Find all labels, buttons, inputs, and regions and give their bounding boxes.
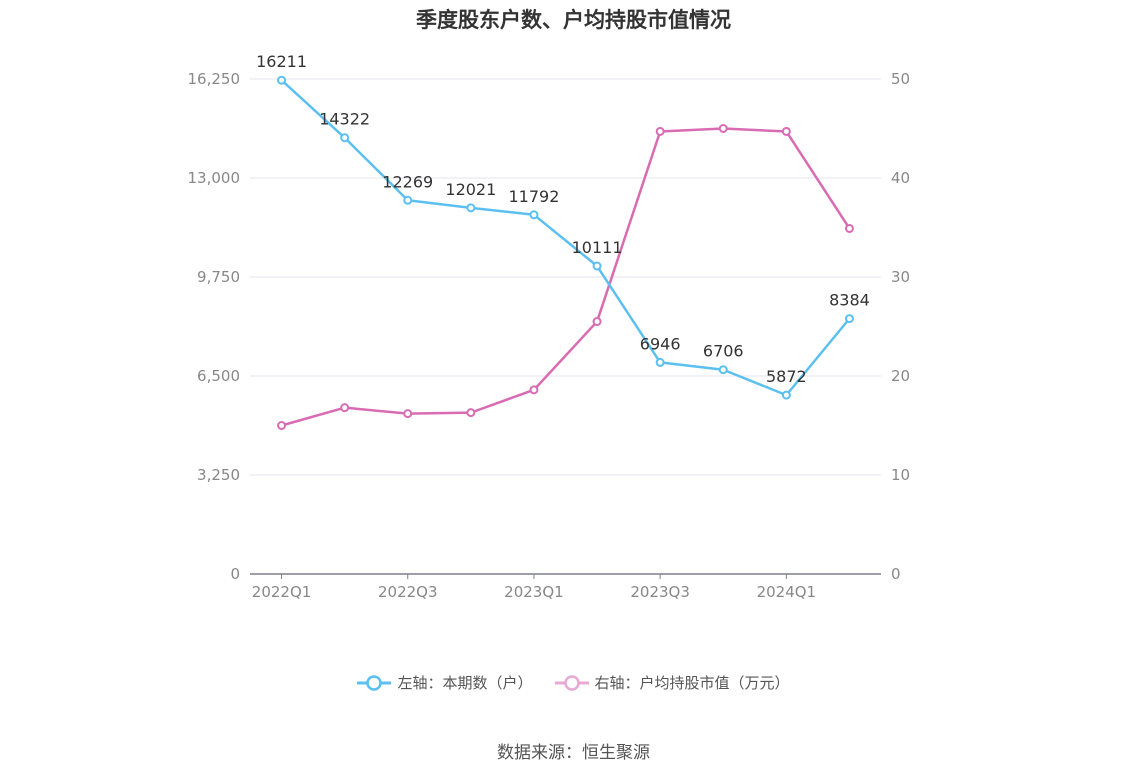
legend-marker-market-value-icon	[554, 674, 589, 691]
data-point-households	[655, 357, 665, 367]
series-line-market-value	[281, 127, 851, 427]
x-tick-label: 2022Q1	[252, 583, 312, 601]
y-left-tick-label: 13,000	[188, 169, 241, 187]
data-label: 6706	[703, 342, 744, 361]
data-label: 12269	[382, 172, 433, 191]
legend: 左轴：本期数（户） 右轴：户均持股市值（万元）	[0, 672, 1147, 693]
chart-title: 季度股东户数、户均持股市值情况	[416, 8, 731, 32]
y-left-tick-label: 0	[230, 565, 240, 583]
data-point-households	[340, 133, 350, 143]
y-left-tick-label: 3,250	[197, 466, 240, 484]
legend-item-market-value[interactable]: 右轴：户均持股市值（万元）	[554, 672, 790, 693]
data-point-market-value	[718, 124, 728, 133]
y-right-tick-label: 0	[891, 565, 901, 583]
series-line-households	[280, 79, 851, 397]
data-point-households	[844, 314, 854, 324]
legend-label-households: 左轴：本期数（户）	[397, 674, 533, 692]
data-point-households	[466, 203, 476, 213]
data-label: 6946	[640, 334, 681, 353]
grid-lines	[250, 78, 881, 476]
x-tick-label: 2023Q3	[630, 583, 690, 601]
x-tick-label: 2022Q3	[378, 583, 438, 601]
data-point-households	[781, 390, 791, 400]
y-right-tick-label: 30	[891, 268, 910, 286]
data-point-households	[403, 195, 413, 205]
data-label: 11792	[508, 187, 559, 206]
y-right-tick-label: 40	[891, 169, 910, 187]
data-point-market-value	[655, 126, 665, 136]
data-point-market-value	[277, 421, 287, 430]
source-note: 数据来源：恒生聚源	[497, 743, 650, 763]
legend-label-market-value: 右轴：户均持股市值（万元）	[594, 674, 790, 692]
axes: 0 0 3,250 10 6,500 20 9,750 30 13,000 40 16,250 50 2…	[188, 70, 911, 601]
data-label: 16211	[256, 52, 307, 71]
x-tick-label: 2023Q1	[504, 583, 564, 601]
data-point-market-value	[403, 409, 413, 419]
y-right-tick-label: 10	[891, 466, 910, 484]
data-point-market-value	[592, 317, 602, 327]
legend-item-households[interactable]: 左轴：本期数（户）	[357, 672, 533, 693]
data-label: 12021	[445, 180, 496, 199]
data-point-market-value	[781, 126, 791, 136]
data-point-households	[277, 75, 287, 85]
data-labels: 16211 14322 12269 12021 11792 10111 6946 6706 58…	[256, 52, 870, 386]
y-right-tick-label: 20	[891, 367, 910, 385]
y-left-tick-label: 16,250	[188, 70, 241, 88]
series-lines	[277, 75, 854, 430]
y-left-tick-label: 9,750	[197, 268, 240, 286]
data-label: 8384	[829, 291, 870, 310]
data-point-households	[592, 261, 602, 271]
data-label: 14322	[319, 110, 370, 129]
data-point-households	[529, 210, 539, 220]
data-label: 5872	[766, 367, 807, 386]
legend-marker-households-icon	[357, 674, 392, 691]
data-label: 10111	[572, 238, 623, 257]
data-point-market-value	[466, 408, 476, 418]
y-right-tick-label: 50	[891, 70, 910, 88]
data-point-households	[718, 365, 728, 375]
y-left-tick-label: 6,500	[197, 367, 240, 385]
data-point-market-value	[340, 403, 350, 413]
data-point-market-value	[529, 385, 539, 395]
x-tick-label: 2024Q1	[757, 583, 817, 601]
data-point-market-value	[844, 223, 854, 233]
